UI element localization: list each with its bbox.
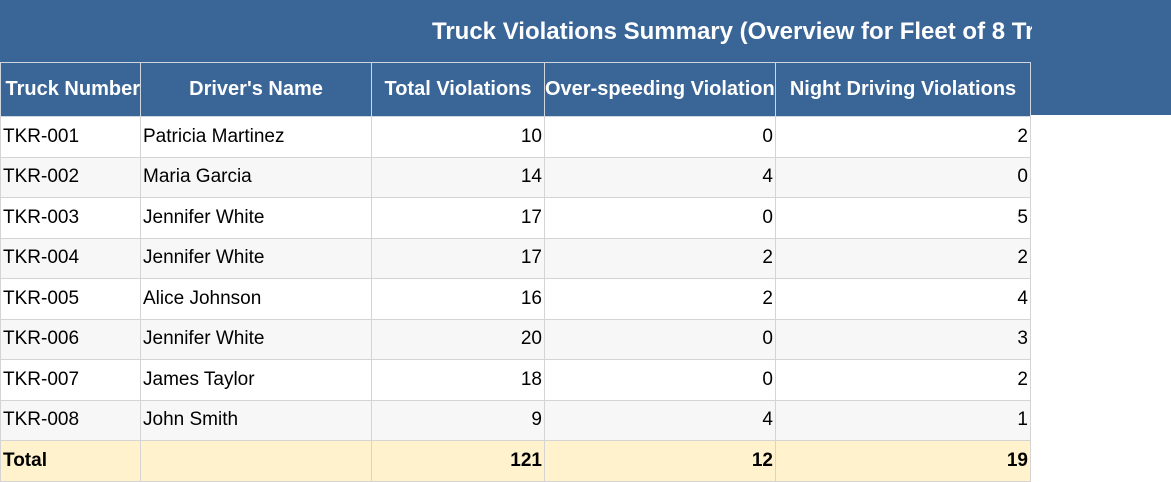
cell-driver[interactable]: Maria Garcia	[140, 156, 372, 198]
col-header-truck-number[interactable]: Truck Number	[0, 62, 141, 117]
cell-total[interactable]: 17	[371, 197, 545, 239]
cell-night[interactable]: 2	[775, 359, 1031, 401]
cell-speeding[interactable]: 2	[544, 237, 776, 279]
cell-truck[interactable]: TKR-007	[0, 359, 141, 401]
cell-speeding[interactable]: 0	[544, 359, 776, 401]
table-row: TKR-004 Jennifer White 17 2 2	[0, 237, 1031, 279]
total-label[interactable]: Total	[0, 440, 141, 482]
total-driver-cell[interactable]	[140, 440, 372, 482]
col-header-night-driving[interactable]: Night Driving Violations	[775, 62, 1031, 117]
cell-speeding[interactable]: 0	[544, 116, 776, 158]
cell-truck[interactable]: TKR-001	[0, 116, 141, 158]
cell-truck[interactable]: TKR-002	[0, 156, 141, 198]
cell-driver[interactable]: Patricia Martinez	[140, 116, 372, 158]
cell-driver[interactable]: James Taylor	[140, 359, 372, 401]
cell-speeding[interactable]: 0	[544, 197, 776, 239]
cell-total[interactable]: 17	[371, 237, 545, 279]
total-violations-sum[interactable]: 121	[371, 440, 545, 482]
cell-total[interactable]: 9	[371, 399, 545, 441]
total-speeding-sum[interactable]: 12	[544, 440, 776, 482]
cell-truck[interactable]: TKR-008	[0, 399, 141, 441]
table-row: TKR-003 Jennifer White 17 0 5	[0, 197, 1031, 239]
cell-speeding[interactable]: 2	[544, 278, 776, 320]
header-fill	[1030, 62, 1171, 115]
table-row: TKR-005 Alice Johnson 16 2 4	[0, 278, 1031, 320]
violations-table: Truck Number Driver's Name Total Violati…	[0, 62, 1031, 482]
total-row: Total 121 12 19	[0, 440, 1031, 482]
col-header-total-violations[interactable]: Total Violations	[371, 62, 545, 117]
table-row: TKR-006 Jennifer White 20 0 3	[0, 318, 1031, 360]
cell-night[interactable]: 5	[775, 197, 1031, 239]
sheet-title: Truck Violations Summary (Overview for F…	[432, 18, 1032, 45]
cell-driver[interactable]: John Smith	[140, 399, 372, 441]
cell-night[interactable]: 4	[775, 278, 1031, 320]
cell-speeding[interactable]: 4	[544, 156, 776, 198]
cell-speeding[interactable]: 0	[544, 318, 776, 360]
cell-driver[interactable]: Alice Johnson	[140, 278, 372, 320]
cell-night[interactable]: 2	[775, 116, 1031, 158]
col-header-overspeeding[interactable]: Over-speeding Violations	[544, 62, 776, 117]
cell-total[interactable]: 20	[371, 318, 545, 360]
cell-truck[interactable]: TKR-003	[0, 197, 141, 239]
cell-driver[interactable]: Jennifer White	[140, 318, 372, 360]
cell-driver[interactable]: Jennifer White	[140, 237, 372, 279]
cell-night[interactable]: 0	[775, 156, 1031, 198]
total-night-sum[interactable]: 19	[775, 440, 1031, 482]
cell-truck[interactable]: TKR-004	[0, 237, 141, 279]
table-row: TKR-002 Maria Garcia 14 4 0	[0, 156, 1031, 198]
cell-night[interactable]: 3	[775, 318, 1031, 360]
cell-speeding[interactable]: 4	[544, 399, 776, 441]
header-row: Truck Number Driver's Name Total Violati…	[0, 62, 1031, 117]
table-row: TKR-001 Patricia Martinez 10 0 2	[0, 116, 1031, 158]
cell-night[interactable]: 2	[775, 237, 1031, 279]
cell-driver[interactable]: Jennifer White	[140, 197, 372, 239]
table-row: TKR-007 James Taylor 18 0 2	[0, 359, 1031, 401]
cell-night[interactable]: 1	[775, 399, 1031, 441]
cell-total[interactable]: 16	[371, 278, 545, 320]
cell-total[interactable]: 18	[371, 359, 545, 401]
title-bar: Truck Violations Summary (Overview for F…	[0, 0, 1171, 62]
col-header-driver-name[interactable]: Driver's Name	[140, 62, 372, 117]
cell-truck[interactable]: TKR-006	[0, 318, 141, 360]
table-row: TKR-008 John Smith 9 4 1	[0, 399, 1031, 441]
cell-total[interactable]: 14	[371, 156, 545, 198]
cell-truck[interactable]: TKR-005	[0, 278, 141, 320]
cell-total[interactable]: 10	[371, 116, 545, 158]
